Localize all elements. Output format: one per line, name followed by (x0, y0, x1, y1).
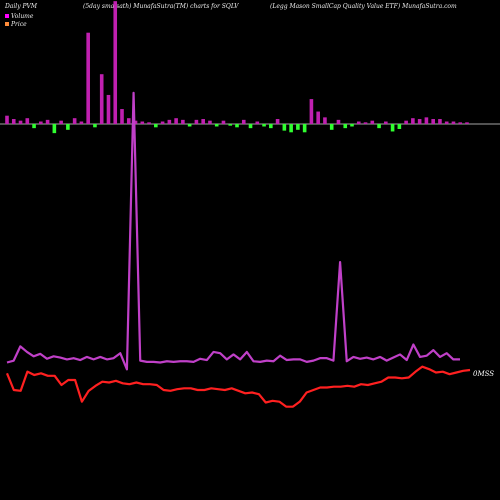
legend-item-price: Price (5, 20, 33, 28)
volume-line (6, 91, 460, 371)
volume-bar (323, 117, 327, 124)
legend-label-price: Price (11, 20, 27, 28)
volume-bar (39, 121, 43, 124)
volume-bar (235, 124, 239, 128)
volume-bar (363, 122, 368, 124)
volume-bar (66, 124, 70, 130)
volume-bar (154, 124, 158, 128)
volume-bar (255, 121, 260, 124)
volume-bar (404, 120, 408, 124)
volume-bar (52, 124, 57, 134)
volume-bar (296, 124, 300, 130)
price-line (5, 365, 471, 408)
volume-bar (458, 122, 463, 124)
volume-bar (45, 119, 50, 124)
volume-bar (167, 119, 172, 124)
volume-bar (248, 124, 253, 129)
volume-bar (32, 124, 36, 129)
volume-bar (59, 120, 63, 124)
volume-bar (343, 124, 348, 129)
volume-bar (194, 119, 199, 124)
legend-label-volume: Volume (11, 12, 34, 20)
volume-bar (275, 119, 280, 124)
end-value-label: 0MSS (473, 370, 494, 378)
volume-bar (221, 120, 226, 124)
volume-bar (451, 121, 456, 124)
volume-bar (282, 124, 287, 131)
volume-bar (465, 122, 469, 124)
volume-bar (356, 121, 361, 124)
volume-bar (390, 124, 395, 132)
volume-bar (113, 1, 118, 124)
volume-bar (289, 124, 293, 133)
volume-bar (120, 109, 124, 124)
volume-bar (5, 115, 9, 124)
volume-bar (384, 121, 388, 124)
volume-bar (208, 120, 212, 124)
volume-bar (411, 118, 415, 124)
volume-bar (309, 99, 314, 124)
volume-bar (350, 124, 354, 127)
volume-bar (377, 124, 381, 129)
header-title: (5day sma sath) MunafaSutra(TM) charts f… (83, 3, 239, 10)
volume-bar (417, 119, 422, 124)
volume-bar (370, 120, 375, 124)
volume-bar (444, 121, 449, 124)
header-right-label: (Legg Mason SmallCap Quality Value ETF) … (270, 3, 457, 10)
legend-item-volume: Volume (5, 12, 33, 20)
volume-bar (11, 119, 16, 124)
price-swatch-icon (5, 22, 9, 26)
volume-bar (336, 119, 341, 124)
volume-bar (160, 121, 165, 124)
volume-bar (147, 122, 151, 124)
volume-bar (140, 121, 145, 124)
volume-bar (106, 94, 111, 124)
volume-bar (187, 124, 192, 127)
volume-swatch-icon (5, 14, 9, 18)
volume-bar (269, 124, 273, 129)
volume-bar (228, 124, 233, 126)
volume-bar (316, 111, 320, 124)
volume-bar (181, 119, 185, 124)
volume-bar (126, 118, 131, 124)
volume-bar (438, 119, 442, 124)
chart-legend: Volume Price (5, 12, 33, 28)
volume-bar (214, 124, 219, 127)
header-left-label: Daily PVM (5, 3, 38, 10)
volume-bar (18, 120, 23, 124)
volume-bar (329, 124, 334, 130)
volume-bar (201, 119, 205, 124)
volume-bar (424, 117, 429, 124)
volume-bar (431, 119, 435, 124)
volume-bar (241, 119, 246, 124)
volume-bar (302, 124, 307, 133)
volume-bar (93, 124, 97, 128)
volume-bar (262, 124, 266, 127)
volume-bar (174, 118, 178, 124)
volume-bar (133, 120, 138, 124)
volume-bar (25, 118, 30, 124)
volume-bar (86, 32, 90, 125)
volume-bar (99, 74, 104, 124)
volume-bar (79, 121, 84, 124)
volume-bar (397, 124, 402, 129)
volume-bar (72, 118, 77, 124)
